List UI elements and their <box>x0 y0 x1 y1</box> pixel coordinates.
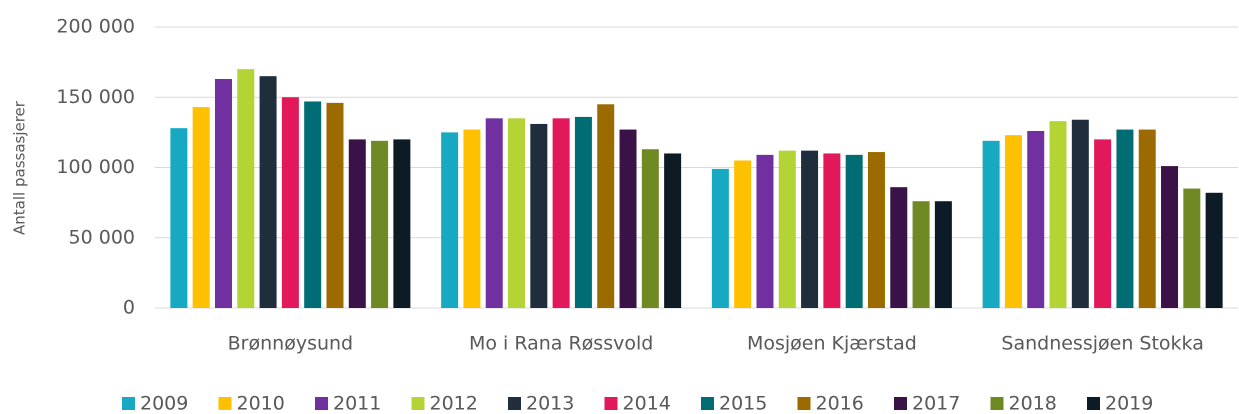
bar <box>281 97 299 308</box>
bar <box>170 128 188 308</box>
bar <box>237 69 255 309</box>
bar <box>1049 121 1067 308</box>
y-tick-label: 50 000 <box>69 226 135 248</box>
legend-label: 2012 <box>430 393 478 414</box>
bar <box>552 118 570 308</box>
legend-swatch <box>894 397 907 410</box>
x-tick-label: Mo i Rana Røssvold <box>469 333 653 355</box>
bar <box>304 101 322 308</box>
bar <box>1094 139 1112 308</box>
y-tick-label: 200 000 <box>56 16 135 38</box>
x-tick-label: Brønnøysund <box>228 333 353 355</box>
y-tick-label: 0 <box>123 297 135 319</box>
bar <box>192 107 210 309</box>
bar <box>890 187 908 308</box>
bar <box>530 123 548 308</box>
y-tick-label: 100 000 <box>56 156 135 178</box>
legend-swatch <box>411 397 425 410</box>
legend-label: 2019 <box>1105 393 1153 414</box>
legend-label: 2011 <box>333 393 381 414</box>
bar <box>734 160 752 308</box>
bar <box>934 201 952 308</box>
bar <box>823 153 841 308</box>
bar <box>214 78 232 308</box>
legend-label: 2013 <box>526 393 574 414</box>
bar <box>801 150 819 308</box>
legend-label: 2018 <box>1009 393 1057 414</box>
legend-swatch <box>604 397 618 410</box>
bar <box>1071 119 1089 308</box>
bar <box>485 118 503 308</box>
x-tick-label: Mosjøen Kjærstad <box>747 333 917 355</box>
bar <box>1116 129 1134 308</box>
legend-label: 2014 <box>623 393 671 414</box>
bar <box>778 150 796 308</box>
bar <box>441 132 459 308</box>
bar <box>348 139 366 308</box>
bar <box>1161 166 1179 308</box>
bar <box>508 118 526 308</box>
bar <box>982 140 1000 308</box>
legend-swatch <box>508 397 521 410</box>
bar <box>574 116 592 308</box>
legend-label: 2015 <box>719 393 767 414</box>
bar <box>371 140 389 308</box>
bar <box>1027 130 1045 308</box>
bar <box>259 76 277 308</box>
legend-swatch <box>122 397 135 410</box>
legend-swatch <box>218 397 232 410</box>
legend-swatch <box>797 397 811 410</box>
bar <box>1205 192 1223 308</box>
legend-label: 2010 <box>237 393 285 414</box>
legend-label: 2016 <box>816 393 864 414</box>
y-axis-label: Antall passasjerer <box>11 100 29 235</box>
bar <box>393 139 411 308</box>
bar <box>597 104 615 309</box>
bar <box>1183 188 1201 308</box>
legend-label: 2009 <box>140 393 188 414</box>
x-tick-label: Sandnessjøen Stokka <box>1001 333 1203 355</box>
legend-swatch <box>315 397 328 410</box>
bar <box>326 102 344 309</box>
legend-label: 2017 <box>912 393 960 414</box>
bar <box>711 168 729 308</box>
y-tick-label: 150 000 <box>56 86 135 108</box>
bar <box>664 153 682 308</box>
bar <box>867 152 885 308</box>
legend-swatch <box>1087 397 1100 410</box>
legend-swatch <box>701 397 714 410</box>
bar <box>641 149 659 308</box>
bar <box>463 129 481 308</box>
bar <box>619 129 637 308</box>
bar <box>1004 135 1022 308</box>
bar <box>845 154 863 308</box>
bar <box>1138 129 1156 308</box>
legend-swatch <box>990 397 1004 410</box>
bar <box>912 201 930 308</box>
bar <box>756 154 774 308</box>
